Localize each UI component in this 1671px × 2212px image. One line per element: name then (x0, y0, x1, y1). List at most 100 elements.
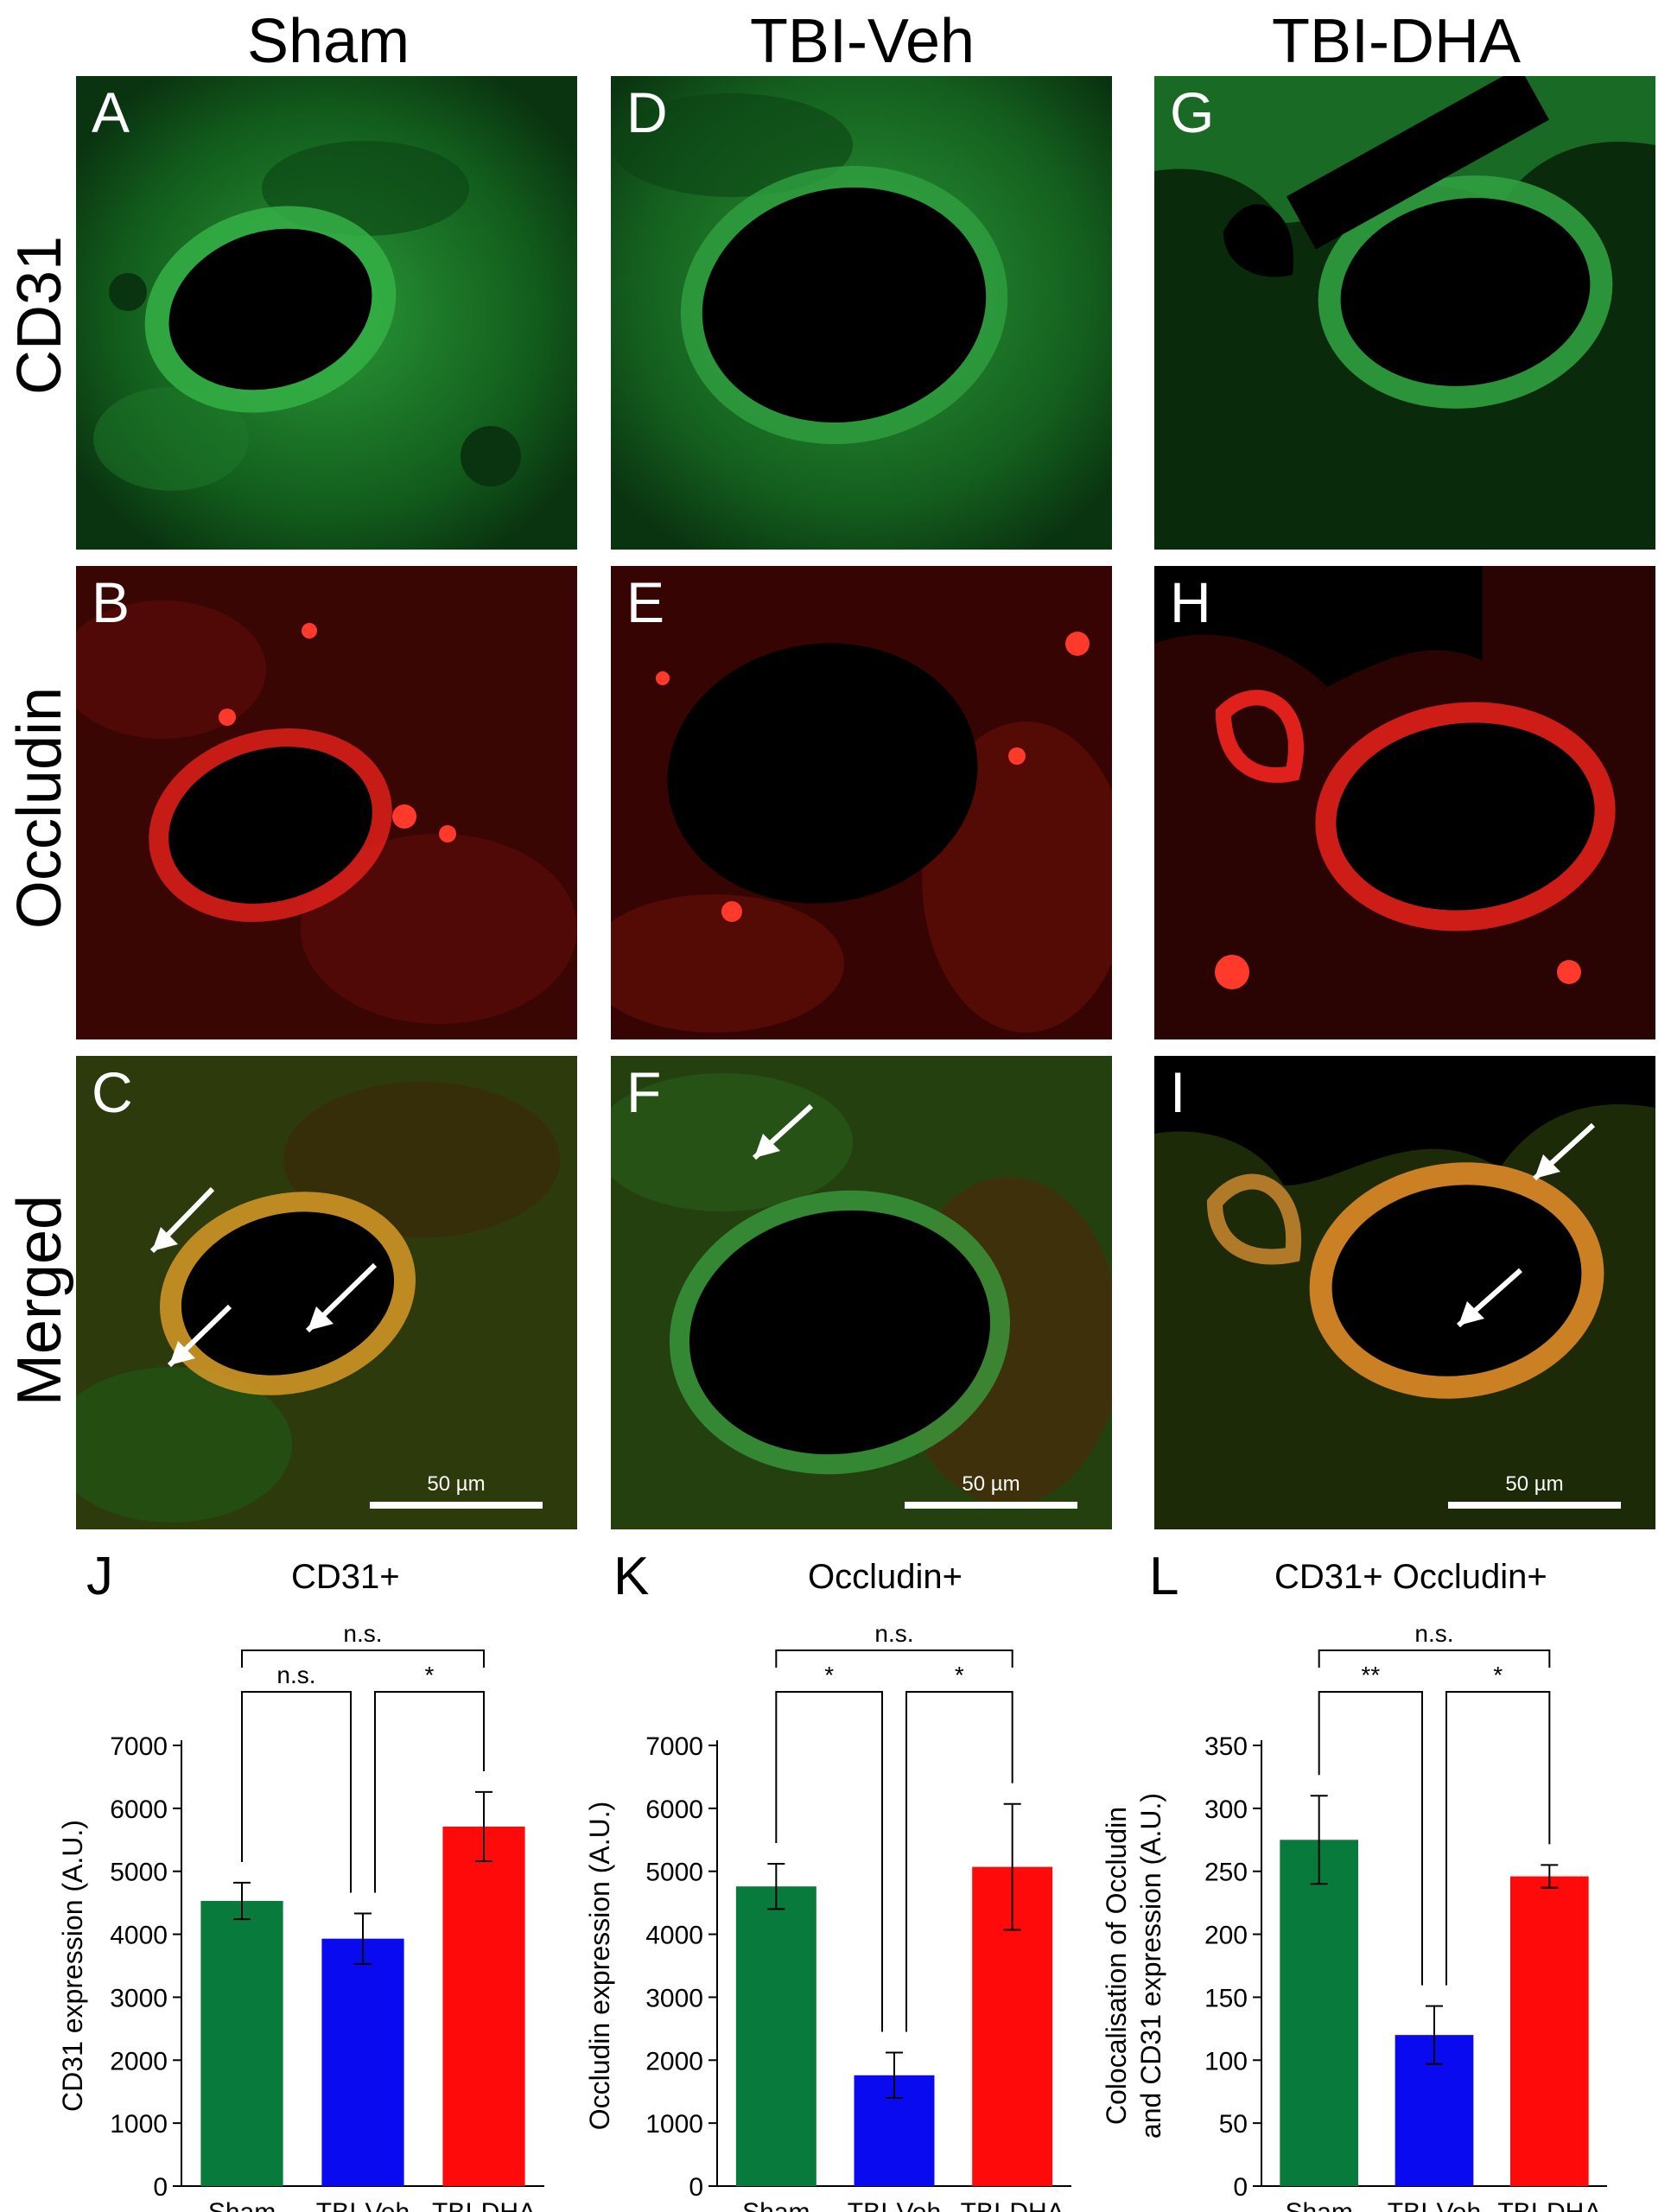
y-tick-label: 4000 (645, 1922, 703, 1950)
y-axis-label: Occludin expression (A.U.) (584, 1802, 615, 2131)
significance-bracket (1445, 1691, 1551, 1986)
chart-panel-letter: L (1149, 1547, 1179, 1606)
significance-label: n.s. (874, 1620, 913, 1647)
y-tick-label: 50 (1219, 2110, 1248, 2139)
y-tick-label: 7000 (110, 1732, 168, 1761)
y-tick-label: 1000 (645, 2110, 703, 2139)
y-tick-label: 2000 (645, 2047, 703, 2075)
significance-label: * (1493, 1662, 1503, 1688)
y-tick-label: 1000 (110, 2110, 168, 2139)
y-tick-label: 250 (1204, 1859, 1248, 1887)
significance-label: n.s. (276, 1662, 315, 1688)
scale-bar: 50 µm (370, 1472, 543, 1509)
scale-bar-label: 50 µm (1505, 1472, 1564, 1496)
chart-title: Occludin+ (808, 1558, 963, 1596)
y-tick-label: 0 (153, 2173, 168, 2202)
panel-label-i: I (1170, 1060, 1186, 1124)
micrograph-panel-d: D (611, 76, 1112, 550)
bar-tbi-dha (1510, 1876, 1589, 2186)
merged-stain-image (76, 1056, 577, 1529)
y-tick-label: 5000 (110, 1859, 168, 1887)
micrograph-panel-a: A (76, 76, 577, 550)
x-tick-label: TBI-Veh (848, 2198, 941, 2212)
y-tick-label: 6000 (645, 1796, 703, 1824)
panel-label-a: A (92, 80, 130, 144)
y-tick-label: 7000 (645, 1732, 703, 1761)
row-header-merged: Merged (5, 1058, 74, 1542)
significance-label: n.s. (343, 1620, 382, 1647)
chart-plot: 0 1000 2000 3000 4000 5000 6000 7000 CD31 expres… (57, 1620, 544, 2212)
scale-bar-line (905, 1502, 1077, 1509)
significance-label: * (824, 1662, 834, 1688)
cd31-stain-image (76, 76, 577, 550)
x-tick-label: TBI-DHA (432, 2198, 536, 2212)
significance-label: * (425, 1662, 435, 1688)
micrograph-panel-b: B (76, 566, 577, 1039)
column-header-tbi-dha: TBI-DHA (1272, 7, 1521, 76)
panel-label-b: B (92, 570, 130, 634)
scale-bar: 50 µm (905, 1472, 1077, 1509)
chart-plot: 0 1000 2000 3000 4000 5000 6000 7000 Occludin ex… (584, 1620, 1071, 2212)
significance-bracket (775, 1691, 883, 2032)
chart-panel-letter: J (86, 1547, 113, 1606)
panel-label-d: D (626, 80, 668, 144)
row-header-cd31-label: CD31 (5, 235, 75, 396)
bar-sham (1280, 1840, 1358, 2186)
scale-bar-label: 50 µm (962, 1472, 1020, 1496)
y-tick-label: 100 (1204, 2047, 1248, 2075)
column-header-sham: Sham (246, 7, 410, 76)
y-tick-label: 200 (1204, 1922, 1248, 1950)
chart-plot: 0 50 100 150 200 250 300 350 Colocalisation of O… (1101, 1620, 1607, 2212)
micrograph-panel-i: I 50 µm (1154, 1056, 1655, 1529)
y-tick-label: 5000 (645, 1859, 703, 1887)
micrograph-panel-c: C 50 µm (76, 1056, 577, 1529)
occludin-stain-image (76, 566, 577, 1039)
row-header-merged-label: Merged (5, 1194, 74, 1407)
column-header-tbi-veh: TBI-Veh (749, 7, 975, 76)
row-header-occludin-label: Occludin (5, 686, 74, 930)
significance-bracket (905, 1691, 1013, 2032)
bar-chart-l: L CD31+ Occludin+ 0 50 100 150 200 250 300 350 C… (1101, 1547, 1646, 2212)
y-axis-label: and CD31 expression (A.U.) (1135, 1793, 1166, 2139)
y-tick-label: 300 (1204, 1796, 1248, 1824)
significance-bracket (241, 1649, 485, 1668)
occludin-stain-image (611, 566, 1112, 1039)
panel-label-g: G (1170, 80, 1215, 144)
occludin-stain-image (1154, 566, 1655, 1039)
scale-bar-line (370, 1502, 543, 1509)
x-tick-label: TBI-Veh (316, 2198, 410, 2212)
panel-label-f: F (626, 1060, 662, 1124)
y-tick-label: 2000 (110, 2047, 168, 2075)
x-tick-label: Sham (1285, 2198, 1352, 2212)
x-tick-label: TBI-Veh (1388, 2198, 1481, 2212)
significance-bracket (775, 1649, 1013, 1668)
panel-label-h: H (1170, 570, 1211, 634)
significance-bracket (241, 1691, 352, 1893)
scale-bar: 50 µm (1448, 1472, 1621, 1509)
x-tick-label: Sham (208, 2198, 276, 2212)
panel-label-e: E (626, 570, 665, 634)
row-header-occludin: Occludin (5, 566, 74, 1050)
bar-tbi-veh (321, 1938, 404, 2186)
y-tick-label: 3000 (110, 1984, 168, 2012)
micrograph-panel-f: F 50 µm (611, 1056, 1112, 1529)
row-header-cd31: CD31 (5, 73, 74, 557)
significance-bracket (374, 1691, 485, 1893)
chart-title: CD31+ Occludin+ (1274, 1558, 1547, 1596)
y-tick-label: 3000 (645, 1984, 703, 2012)
scale-bar-label: 50 µm (427, 1472, 486, 1496)
significance-bracket (1318, 1691, 1423, 1986)
y-tick-label: 0 (689, 2173, 703, 2202)
cd31-stain-image (1154, 76, 1655, 550)
chart-title: CD31+ (291, 1558, 400, 1596)
bar-sham (735, 1886, 816, 2186)
y-tick-label: 350 (1204, 1732, 1248, 1761)
y-tick-label: 6000 (110, 1796, 168, 1824)
panel-label-c: C (92, 1060, 133, 1124)
merged-stain-image (611, 1056, 1112, 1529)
x-tick-label: Sham (742, 2198, 810, 2212)
micrograph-panel-g: G (1154, 76, 1655, 550)
significance-label: n.s. (1414, 1620, 1453, 1647)
bar-chart-k: K Occludin+ 0 1000 2000 3000 4000 5000 6000 700… (575, 1547, 1110, 2212)
x-tick-label: TBI-DHA (961, 2198, 1064, 2212)
